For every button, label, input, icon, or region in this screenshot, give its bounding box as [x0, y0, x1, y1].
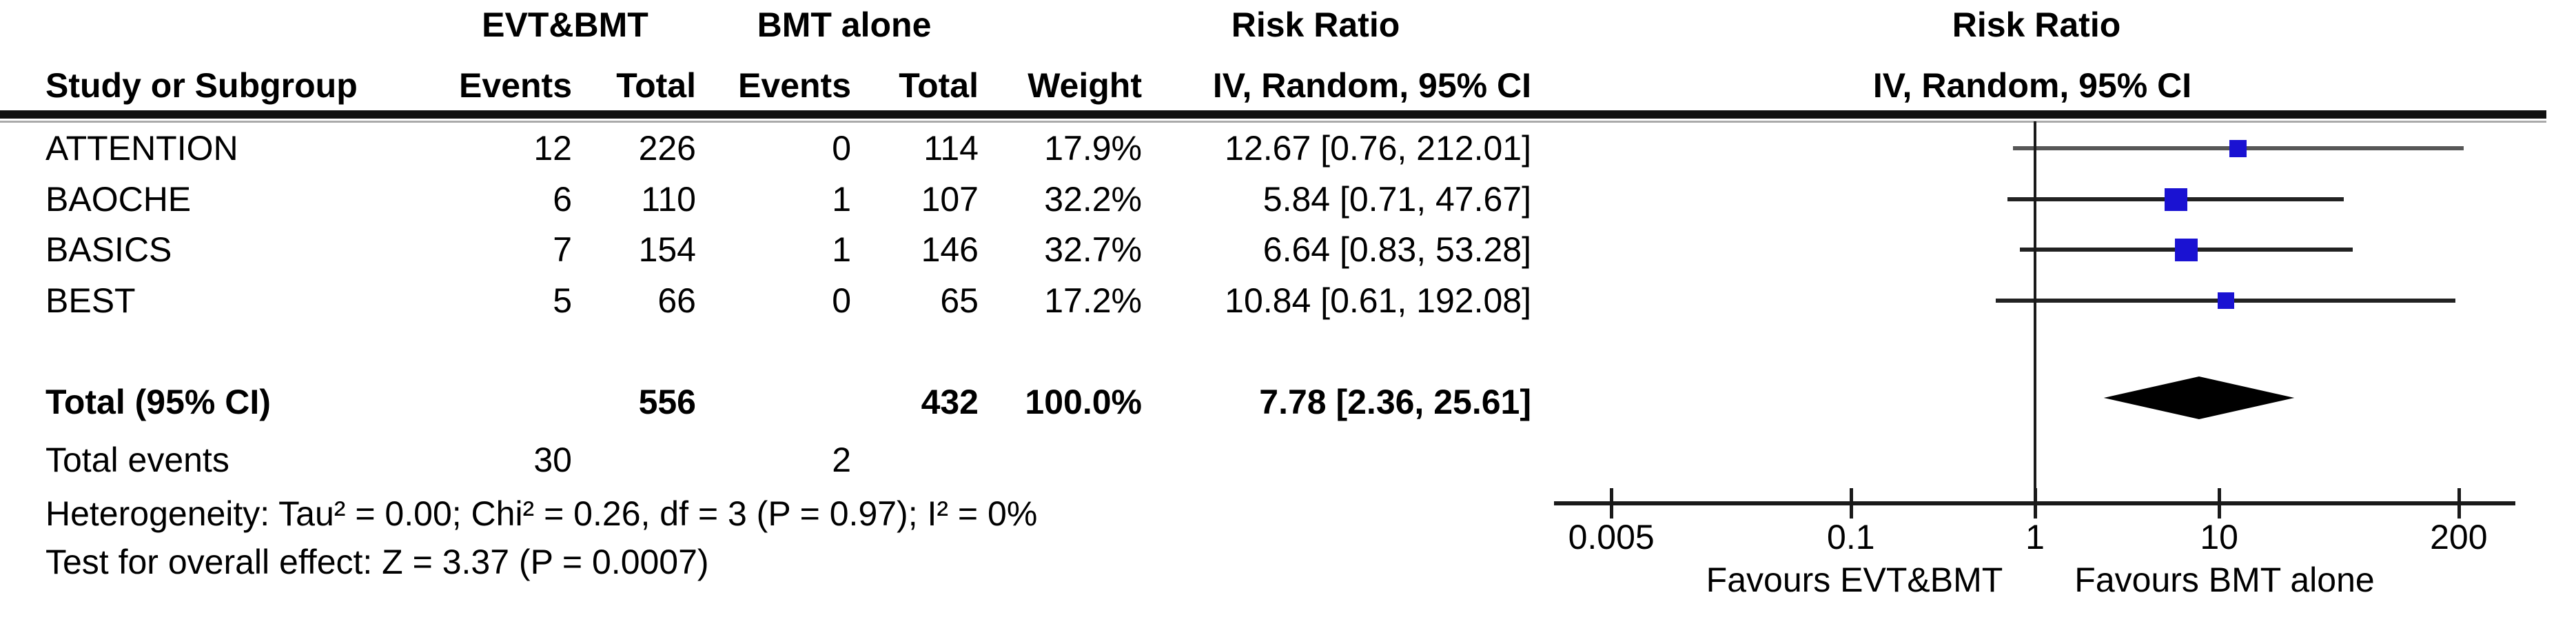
study-row-total1: 154 — [638, 230, 696, 269]
total-events-group1: 30 — [533, 441, 572, 479]
study-row-events2: 1 — [832, 230, 851, 269]
col-header-total1: Total — [616, 66, 696, 105]
header-rule — [0, 110, 2546, 119]
x-axis-tick-label: 200 — [2430, 518, 2488, 556]
col-header-weight: Weight — [1028, 66, 1142, 105]
study-row-events1: 12 — [533, 129, 572, 168]
study-row-total2: 146 — [921, 230, 979, 269]
col-header-events1: Events — [459, 66, 572, 105]
total-events-group2: 2 — [832, 441, 851, 479]
col-header-ci: IV, Random, 95% CI — [1212, 66, 1531, 105]
study-row-events2: 1 — [832, 180, 851, 219]
study-row-weight: 32.7% — [1044, 230, 1142, 269]
risk-ratio-header-left: Risk Ratio — [1231, 6, 1400, 44]
study-row-events2: 0 — [832, 281, 851, 320]
study-row-events1: 6 — [553, 180, 572, 219]
x-axis-tick — [1849, 488, 1853, 519]
heterogeneity-line: Heterogeneity: Tau² = 0.00; Chi² = 0.26,… — [45, 494, 1038, 533]
x-axis-tick — [2218, 488, 2222, 519]
study-row-weight: 32.2% — [1044, 180, 1142, 219]
group1-header: EVT&BMT — [482, 6, 648, 44]
study-row-events1: 7 — [553, 230, 572, 269]
study-row-ci-text: 12.67 [0.76, 212.01] — [1225, 129, 1531, 168]
total-diamond — [2103, 376, 2295, 419]
x-axis-tick — [2457, 488, 2461, 519]
study-row-ci-text: 10.84 [0.61, 192.08] — [1225, 281, 1531, 320]
study-row-total2: 65 — [940, 281, 979, 320]
study-row-label: ATTENTION — [45, 129, 238, 168]
effect-square — [2165, 188, 2188, 211]
x-axis-tick-label: 10 — [2200, 518, 2238, 556]
study-row-total2: 107 — [921, 180, 979, 219]
study-row-events1: 5 — [553, 281, 572, 320]
effect-square — [2229, 139, 2247, 157]
group2-header: BMT alone — [757, 6, 932, 44]
total-row-weight: 100.0% — [1025, 383, 1142, 421]
study-row-weight: 17.2% — [1044, 281, 1142, 320]
x-axis-tick — [1610, 488, 1614, 519]
header-rule-shadow — [0, 121, 2546, 123]
favours-right-label: Favours BMT alone — [2074, 561, 2375, 599]
no-effect-line — [2034, 121, 2036, 503]
study-row-ci-text: 5.84 [0.71, 47.67] — [1263, 180, 1531, 219]
col-header-events2: Events — [738, 66, 851, 105]
total-row-total1: 556 — [638, 383, 696, 421]
effect-square — [2175, 238, 2198, 261]
risk-ratio-header-plot: Risk Ratio — [1952, 6, 2121, 44]
x-axis-tick-label: 0.005 — [1568, 518, 1655, 556]
plot-header-ci-method: IV, Random, 95% CI — [1872, 66, 2192, 105]
study-row-weight: 17.9% — [1044, 129, 1142, 168]
overall-effect-line: Test for overall effect: Z = 3.37 (P = 0… — [45, 543, 709, 581]
study-row-label: BAOCHE — [45, 180, 192, 219]
study-row-total1: 110 — [641, 180, 696, 219]
x-axis-tick-label: 1 — [2025, 518, 2045, 556]
study-row-total2: 114 — [923, 129, 979, 168]
study-row-total1: 226 — [638, 129, 696, 168]
study-row-total1: 66 — [657, 281, 696, 320]
col-header-study: Study or Subgroup — [45, 66, 358, 105]
col-header-total2: Total — [899, 66, 979, 105]
effect-square — [2217, 292, 2234, 309]
study-row-label: BASICS — [45, 230, 172, 269]
total-row-ci: 7.78 [2.36, 25.61] — [1259, 383, 1531, 421]
total-row-label: Total (95% CI) — [45, 383, 271, 421]
favours-left-label: Favours EVT&BMT — [1706, 561, 2003, 599]
study-row-ci-text: 6.64 [0.83, 53.28] — [1263, 230, 1531, 269]
total-row-total2: 432 — [921, 383, 979, 421]
x-axis-tick — [2034, 488, 2037, 519]
total-events-label: Total events — [45, 441, 229, 479]
study-row-label: BEST — [45, 281, 136, 320]
x-axis-tick-label: 0.1 — [1827, 518, 1875, 556]
study-row-events2: 0 — [832, 129, 851, 168]
